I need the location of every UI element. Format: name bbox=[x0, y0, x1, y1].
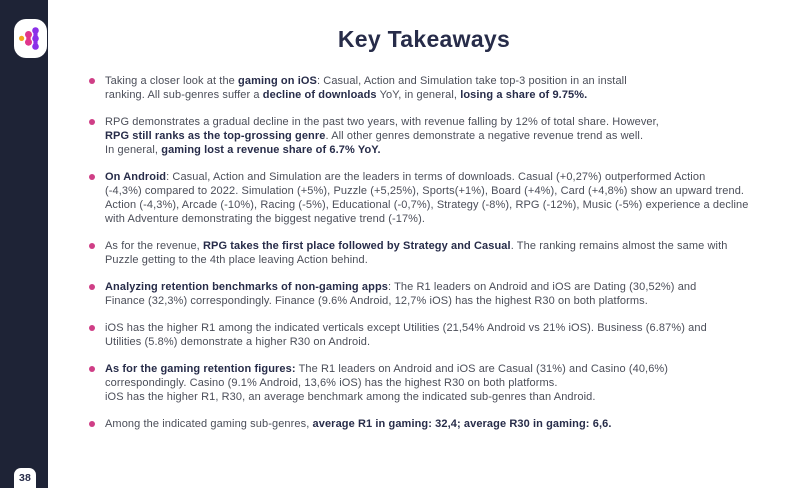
bullet-dot-icon bbox=[89, 119, 95, 125]
takeaways-list: Taking a closer look at the gaming on iO… bbox=[48, 74, 800, 431]
takeaway-text: Analyzing retention benchmarks of non-ga… bbox=[105, 281, 697, 307]
bullet-dot-icon bbox=[89, 366, 95, 372]
takeaway-item: Analyzing retention benchmarks of non-ga… bbox=[89, 280, 800, 308]
app-logo bbox=[14, 19, 47, 58]
bullet-dot-icon bbox=[89, 325, 95, 331]
slide-content: Key Takeaways Taking a closer look at th… bbox=[48, 0, 800, 488]
bullet-dot-icon bbox=[89, 78, 95, 84]
takeaway-item: Taking a closer look at the gaming on iO… bbox=[89, 74, 800, 102]
takeaway-text: Taking a closer look at the gaming on iO… bbox=[105, 75, 627, 101]
takeaway-text: On Android: Casual, Action and Simulatio… bbox=[105, 171, 749, 225]
takeaway-item: Among the indicated gaming sub-genres, a… bbox=[89, 417, 800, 431]
takeaway-item: As for the gaming retention figures: The… bbox=[89, 362, 800, 404]
bullet-dot-icon bbox=[89, 174, 95, 180]
bullet-dot-icon bbox=[89, 243, 95, 249]
dots-cluster-icon bbox=[19, 27, 39, 50]
takeaway-text: As for the gaming retention figures: The… bbox=[105, 363, 669, 403]
takeaway-text: Among the indicated gaming sub-genres, a… bbox=[105, 418, 612, 430]
takeaway-item: RPG demonstrates a gradual decline in th… bbox=[89, 115, 800, 157]
page-number: 38 bbox=[18, 472, 32, 484]
takeaway-item: As for the revenue, RPG takes the first … bbox=[89, 239, 800, 267]
bullet-dot-icon bbox=[89, 421, 95, 427]
page-title: Key Takeaways bbox=[337, 26, 511, 52]
takeaway-text: iOS has the higher R1 among the indicate… bbox=[105, 322, 707, 348]
takeaway-item: iOS has the higher R1 among the indicate… bbox=[89, 321, 800, 349]
bullet-dot-icon bbox=[89, 284, 95, 290]
takeaway-text: As for the revenue, RPG takes the first … bbox=[105, 240, 728, 266]
sidebar: 38 bbox=[0, 0, 48, 496]
page-number-badge: 38 bbox=[14, 468, 36, 496]
takeaway-text: RPG demonstrates a gradual decline in th… bbox=[105, 116, 659, 156]
takeaway-item: On Android: Casual, Action and Simulatio… bbox=[89, 170, 800, 226]
